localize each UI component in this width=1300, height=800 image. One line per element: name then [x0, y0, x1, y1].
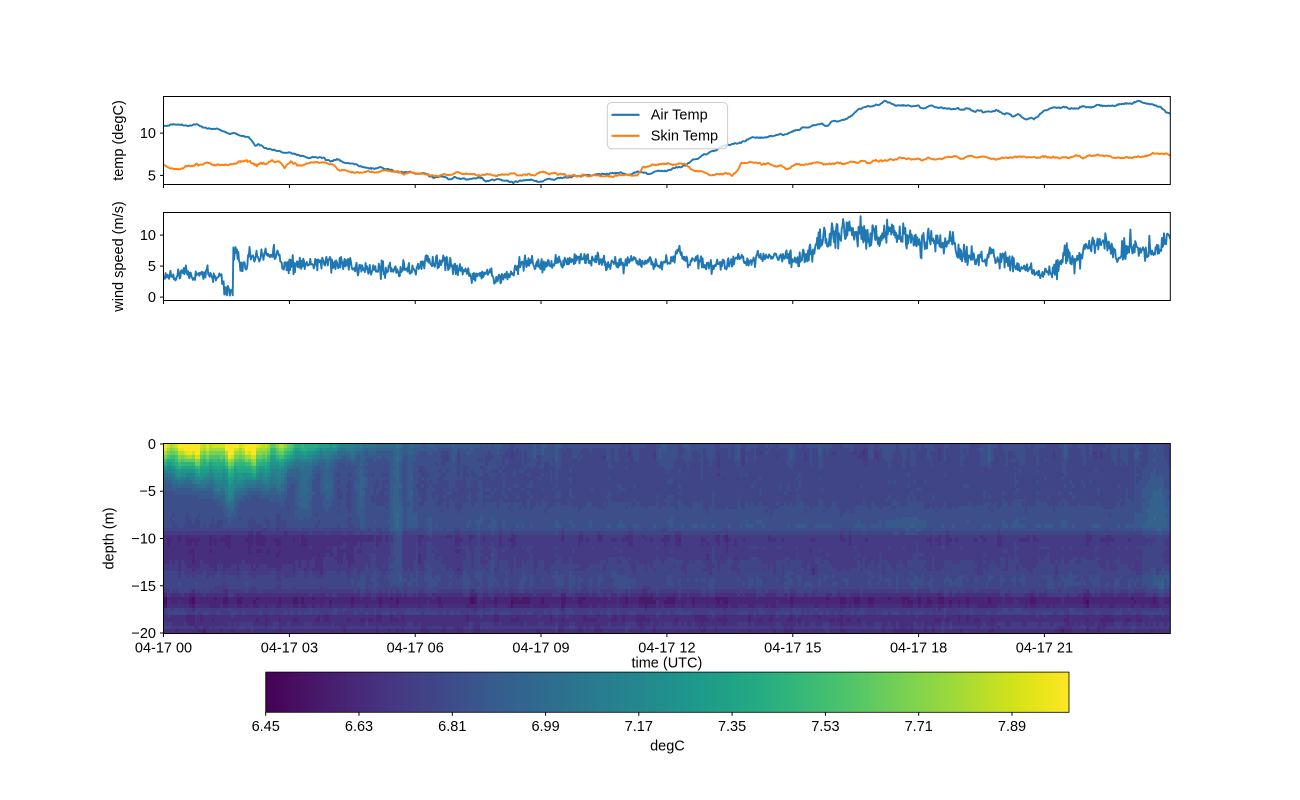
svg-text:depth (m): depth (m) — [102, 507, 118, 569]
svg-text:Air Temp: Air Temp — [651, 108, 708, 124]
svg-text:7.89: 7.89 — [998, 719, 1026, 735]
svg-text:7.53: 7.53 — [811, 719, 839, 735]
svg-text:7.71: 7.71 — [905, 719, 933, 735]
svg-text:−10: −10 — [131, 532, 156, 548]
svg-text:−20: −20 — [131, 626, 156, 642]
svg-text:5: 5 — [148, 259, 156, 275]
svg-text:7.35: 7.35 — [718, 719, 746, 735]
svg-text:04-17 21: 04-17 21 — [1016, 641, 1073, 657]
svg-text:−5: −5 — [139, 484, 156, 500]
svg-text:04-17 00: 04-17 00 — [135, 641, 192, 657]
svg-text:−15: −15 — [131, 579, 156, 595]
svg-text:04-17 09: 04-17 09 — [512, 641, 569, 657]
svg-text:04-17 18: 04-17 18 — [890, 641, 947, 657]
svg-text:0: 0 — [148, 290, 156, 306]
svg-text:6.63: 6.63 — [345, 719, 373, 735]
svg-text:0: 0 — [148, 437, 156, 453]
svg-text:wind speed (m/s): wind speed (m/s) — [111, 201, 127, 312]
svg-text:04-17 15: 04-17 15 — [764, 641, 821, 657]
svg-text:5: 5 — [148, 168, 156, 184]
svg-text:10: 10 — [140, 126, 156, 142]
svg-text:6.45: 6.45 — [252, 719, 280, 735]
svg-text:04-17 12: 04-17 12 — [638, 641, 695, 657]
svg-text:04-17 03: 04-17 03 — [261, 641, 318, 657]
svg-text:6.81: 6.81 — [438, 719, 466, 735]
svg-text:time (UTC): time (UTC) — [631, 656, 702, 672]
svg-text:6.99: 6.99 — [531, 719, 559, 735]
svg-text:Skin Temp: Skin Temp — [651, 129, 718, 145]
svg-text:04-17 06: 04-17 06 — [387, 641, 444, 657]
svg-text:10: 10 — [140, 228, 156, 244]
svg-text:temp (degC): temp (degC) — [111, 100, 127, 181]
svg-text:7.17: 7.17 — [625, 719, 653, 735]
svg-text:degC: degC — [650, 739, 685, 755]
